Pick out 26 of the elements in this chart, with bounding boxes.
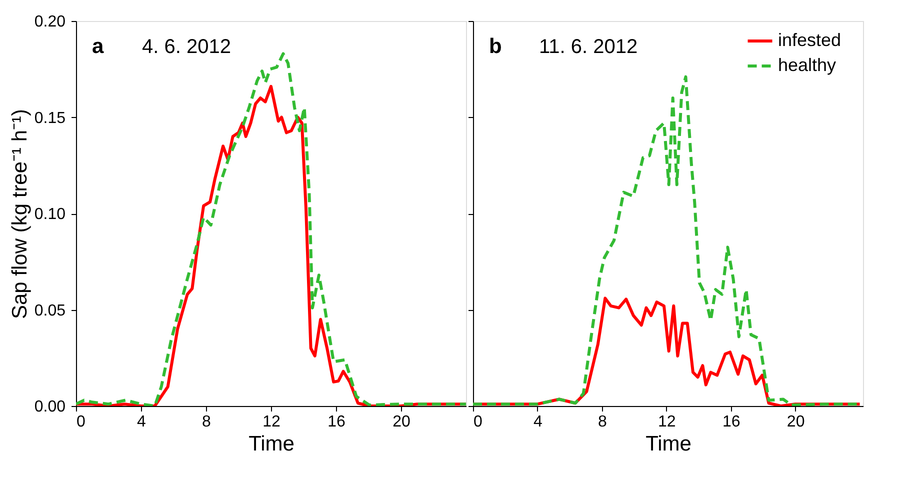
y-axis-title: Sap flow (kg tree⁻¹ h⁻¹) [8, 108, 32, 320]
y-tick-label: 0.05 [34, 302, 66, 320]
y-tick-label: 0.10 [34, 206, 66, 223]
annotation: 4. 6. 2012 [142, 36, 231, 58]
legend-label: healthy [778, 55, 836, 75]
x-axis-title: Time [646, 432, 692, 456]
x-axis-title: Time [248, 432, 294, 456]
annotation: a [92, 35, 104, 58]
x-tick-label: 8 [202, 414, 212, 430]
annotation: 11. 6. 2012 [539, 36, 638, 58]
x-tick-label: 16 [722, 414, 740, 430]
x-tick-label: 20 [786, 414, 805, 430]
x-tick-label: 4 [137, 414, 146, 430]
x-tick-label: 12 [658, 414, 676, 430]
y-tick-label: 0.00 [34, 398, 66, 416]
x-tick-label: 0 [76, 414, 86, 430]
x-tick-label: 8 [598, 414, 607, 430]
x-tick-label: 4 [534, 414, 543, 430]
x-tick-label: 20 [392, 414, 410, 430]
annotation: b [489, 35, 502, 58]
x-tick-label: 12 [262, 414, 280, 430]
x-tick-label: 0 [474, 414, 482, 430]
legend-label: infested [778, 30, 842, 50]
x-tick-label: 16 [328, 414, 346, 430]
y-tick-label: 0.20 [34, 14, 66, 30]
y-tick-label: 0.15 [34, 110, 66, 127]
